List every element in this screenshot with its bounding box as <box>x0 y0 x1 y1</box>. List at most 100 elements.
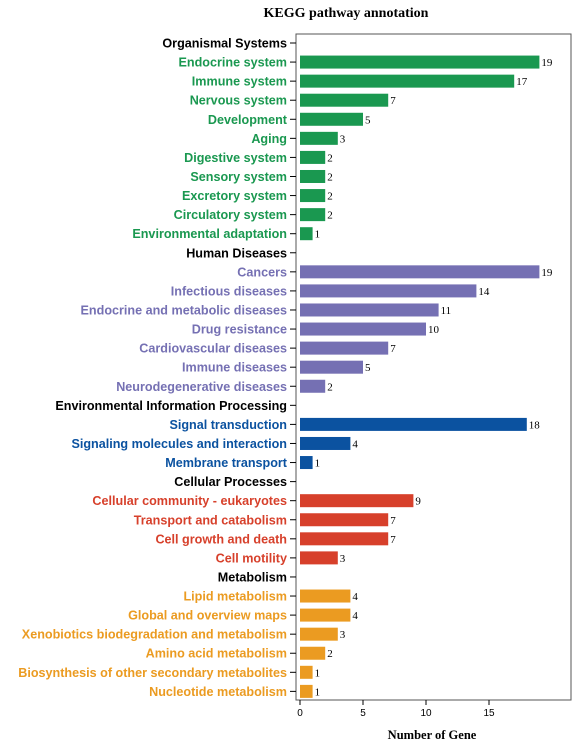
bar <box>300 646 326 660</box>
bar <box>300 150 326 164</box>
bar-value-label: 19 <box>541 57 553 69</box>
bar <box>300 360 363 374</box>
bar-value-label: 4 <box>352 591 358 603</box>
bar-value-label: 11 <box>441 305 452 317</box>
bar <box>300 608 351 622</box>
group-header-label: Metabolism <box>218 570 287 584</box>
category-label: Cellular community - eukaryotes <box>92 494 287 508</box>
bar-value-label: 3 <box>340 629 346 641</box>
bar-value-label: 2 <box>327 210 333 222</box>
chart-title: KEGG pathway annotation <box>264 6 429 21</box>
bar-value-label: 17 <box>516 76 528 88</box>
bar <box>300 93 389 107</box>
x-tick-label: 0 <box>297 708 303 719</box>
bar-value-label: 5 <box>365 114 371 126</box>
bar-value-label: 1 <box>315 667 321 679</box>
bar <box>300 322 426 336</box>
category-label: Transport and catabolism <box>134 513 287 527</box>
bar-value-label: 7 <box>390 95 396 107</box>
bar-value-label: 14 <box>478 286 490 298</box>
bar <box>300 494 414 508</box>
category-label: Endocrine system <box>179 56 288 70</box>
bar-value-label: 1 <box>315 458 321 470</box>
bar-value-label: 3 <box>340 553 346 565</box>
category-label: Infectious diseases <box>171 284 287 298</box>
category-label: Environmental adaptation <box>132 227 287 241</box>
bar-value-label: 7 <box>390 515 396 527</box>
bar <box>300 436 351 450</box>
category-label: Immune system <box>192 75 287 89</box>
bar <box>300 684 313 698</box>
bar-value-label: 19 <box>541 267 553 279</box>
category-label: Neurodegenerative diseases <box>116 380 287 394</box>
bar <box>300 532 389 546</box>
group-header-label: Organismal Systems <box>162 37 287 51</box>
bar <box>300 55 540 69</box>
bar <box>300 513 389 527</box>
category-label: Global and overview maps <box>128 609 287 623</box>
bar <box>300 169 326 183</box>
bar-value-label: 1 <box>315 686 321 698</box>
bar-value-label: 2 <box>327 191 333 203</box>
bar <box>300 303 439 317</box>
bar-value-label: 7 <box>390 534 396 546</box>
category-label: Aging <box>251 132 287 146</box>
category-label: Cardiovascular diseases <box>139 342 287 356</box>
bar-value-label: 2 <box>327 648 333 660</box>
category-label: Drug resistance <box>192 323 287 337</box>
bar <box>300 417 527 431</box>
category-label: Cancers <box>237 265 287 279</box>
group-header-label: Cellular Processes <box>174 475 287 489</box>
category-label: Signal transduction <box>169 418 287 432</box>
bar-value-label: 1 <box>315 229 321 241</box>
bar-value-label: 4 <box>352 438 358 450</box>
bar <box>300 227 313 241</box>
category-label: Amino acid metabolism <box>146 647 287 661</box>
group-header-label: Human Diseases <box>186 246 287 260</box>
bar <box>300 265 540 279</box>
bar-value-label: 3 <box>340 133 346 145</box>
bar <box>300 627 338 641</box>
category-label: Lipid metabolism <box>183 590 287 604</box>
bar-value-label: 10 <box>428 324 440 336</box>
bar <box>300 189 326 203</box>
bar-value-label: 7 <box>390 343 396 355</box>
category-label: Excretory system <box>182 189 287 203</box>
bar <box>300 74 515 88</box>
bar <box>300 379 326 393</box>
bar-value-label: 9 <box>415 496 421 508</box>
bar-value-label: 2 <box>327 152 333 164</box>
category-label: Sensory system <box>190 170 287 184</box>
x-axis-title: Number of Gene <box>388 728 477 742</box>
category-label: Nucleotide metabolism <box>149 685 287 699</box>
category-label: Development <box>208 113 288 127</box>
labels-layer: Organismal Systems Endocrine system Immune… <box>18 37 296 699</box>
category-label: Immune diseases <box>182 361 287 375</box>
category-label: Xenobiotics biodegradation and metabolis… <box>22 628 287 642</box>
category-label: Digestive system <box>184 151 287 165</box>
bar <box>300 131 338 145</box>
category-label: Membrane transport <box>165 456 288 470</box>
x-tick-label: 15 <box>483 708 495 719</box>
bar-value-label: 5 <box>365 362 371 374</box>
bar <box>300 456 313 470</box>
category-label: Nervous system <box>190 94 287 108</box>
category-label: Biosynthesis of other secondary metaboli… <box>18 666 287 680</box>
bar-value-label: 2 <box>327 381 333 393</box>
x-tick-label: 10 <box>420 708 432 719</box>
category-label: Endocrine and metabolic diseases <box>81 303 287 317</box>
bar <box>300 551 338 565</box>
x-tick-label: 5 <box>360 708 366 719</box>
x-axis-ticks: 0 5 10 15 <box>297 700 495 719</box>
bar <box>300 112 363 126</box>
category-label: Cell motility <box>216 551 287 565</box>
bar <box>300 665 313 679</box>
bar <box>300 208 326 222</box>
bar-value-label: 18 <box>529 419 541 431</box>
bar <box>300 284 477 298</box>
category-label: Circulatory system <box>174 208 287 222</box>
category-label: Signaling molecules and interaction <box>71 437 287 451</box>
bar <box>300 341 389 355</box>
bar-value-label: 4 <box>352 610 358 622</box>
